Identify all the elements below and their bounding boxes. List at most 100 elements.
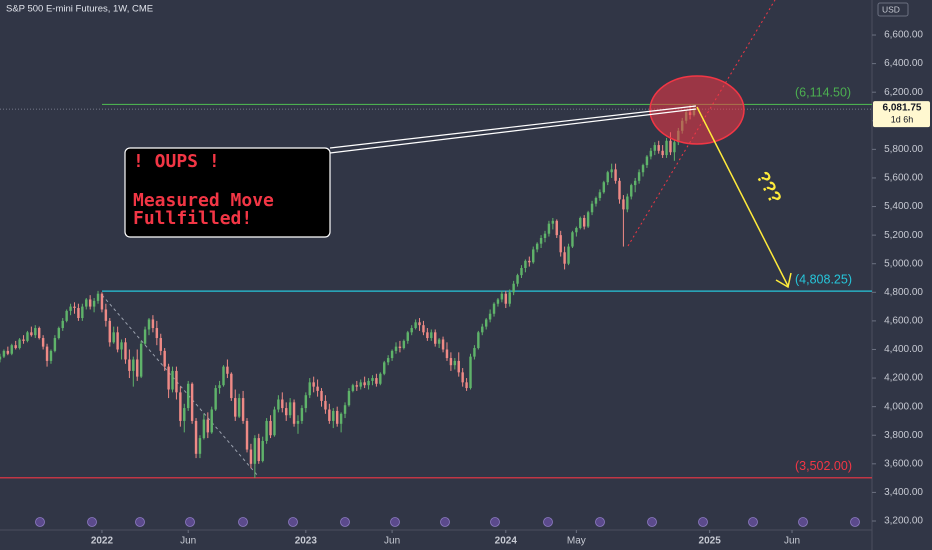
- event-marker: [698, 517, 708, 527]
- price-tag-countdown: 1d 6h: [891, 114, 914, 124]
- candle-body: [6, 350, 10, 354]
- y-tick-label: 6,400.00: [884, 58, 923, 69]
- candle-body: [128, 359, 131, 371]
- candle-body: [598, 192, 602, 198]
- candle-body: [88, 299, 92, 307]
- candle-body: [343, 405, 347, 414]
- candle-body: [288, 402, 292, 416]
- candle-body: [359, 382, 362, 387]
- event-marker: [595, 517, 605, 527]
- currency: USD: [882, 4, 900, 14]
- drawings: [101, 0, 776, 477]
- candle-body: [241, 398, 245, 421]
- arrow-head: [775, 272, 792, 289]
- candle-body: [582, 217, 586, 227]
- event-marker: [440, 517, 450, 527]
- candle-body: [535, 243, 539, 250]
- level-label: (4,808.25): [795, 272, 852, 286]
- x-tick-label: Jun: [784, 536, 800, 547]
- candle-body: [202, 419, 206, 439]
- candle-body: [108, 320, 111, 343]
- candle-body: [57, 328, 61, 339]
- candle-body: [210, 409, 213, 433]
- candle-body: [614, 169, 617, 181]
- candle-body: [261, 440, 264, 461]
- candle-body: [481, 326, 484, 333]
- candle-body: [453, 360, 457, 366]
- event-marker: [135, 517, 145, 527]
- candle-body: [524, 260, 527, 269]
- annotation-text: ! OUPS !: [133, 151, 220, 172]
- candle-body: [273, 409, 276, 436]
- candle-body: [190, 383, 194, 421]
- candle-body: [379, 373, 382, 384]
- candle-body: [383, 362, 386, 374]
- x-tick-label: Jun: [180, 536, 196, 547]
- candle-body: [508, 292, 511, 304]
- candle-body: [367, 380, 370, 386]
- y-tick-label: 4,400.00: [884, 344, 923, 355]
- candle-body: [575, 227, 578, 233]
- callout-line: [329, 105, 697, 149]
- candle-body: [198, 438, 202, 454]
- candle-body: [292, 402, 296, 424]
- candle-body: [155, 328, 159, 339]
- x-tick-label: 2023: [295, 536, 318, 547]
- candle-body: [163, 350, 166, 367]
- candle-body: [124, 342, 127, 360]
- candle-body: [414, 322, 417, 329]
- candle-body: [418, 322, 421, 326]
- candle-body: [265, 420, 268, 441]
- candle-body: [53, 338, 57, 351]
- candle-body: [555, 220, 558, 236]
- candle-body: [469, 356, 472, 389]
- candle-body: [92, 300, 96, 307]
- candle-body: [543, 233, 547, 238]
- y-tick-label: 3,800.00: [884, 430, 923, 441]
- event-marker: [798, 517, 808, 527]
- candle-body: [547, 223, 551, 234]
- candle-body: [194, 420, 198, 454]
- candle-body: [445, 349, 449, 359]
- event-marker: [543, 517, 553, 527]
- candle-body: [422, 325, 425, 333]
- candle-body: [567, 246, 570, 264]
- candle-body: [347, 390, 351, 406]
- candle-body: [214, 388, 217, 410]
- callout-line: [329, 108, 697, 154]
- candle-body: [26, 332, 29, 341]
- candle-body: [441, 339, 445, 350]
- candle-body: [41, 338, 45, 347]
- candle-body: [406, 332, 409, 341]
- candle-body: [296, 420, 300, 424]
- candle-body: [390, 350, 394, 359]
- candle-body: [132, 359, 135, 371]
- candle-body: [563, 252, 566, 264]
- candle-body: [77, 308, 80, 319]
- candle-body: [316, 386, 319, 391]
- candle-body: [633, 180, 637, 186]
- candle-body: [136, 359, 139, 377]
- candle-body: [226, 366, 229, 374]
- candle-body: [222, 366, 225, 386]
- candle-body: [171, 370, 174, 390]
- candle-body: [112, 332, 115, 343]
- candle-body: [328, 409, 331, 421]
- candle-body: [355, 385, 359, 387]
- candle-body: [402, 340, 406, 349]
- candle-body: [65, 310, 68, 321]
- candle-body: [516, 275, 519, 284]
- x-tick-label: Jun: [384, 536, 400, 547]
- candle-body: [539, 237, 543, 244]
- y-tick-label: 6,200.00: [884, 87, 923, 98]
- candle-body: [332, 410, 335, 421]
- y-tick-label: 5,400.00: [884, 201, 923, 212]
- y-tick-label: 5,200.00: [884, 230, 923, 241]
- candle-body: [61, 320, 64, 329]
- event-marker: [35, 517, 45, 527]
- candle-body: [586, 212, 590, 227]
- candle-body: [532, 249, 535, 263]
